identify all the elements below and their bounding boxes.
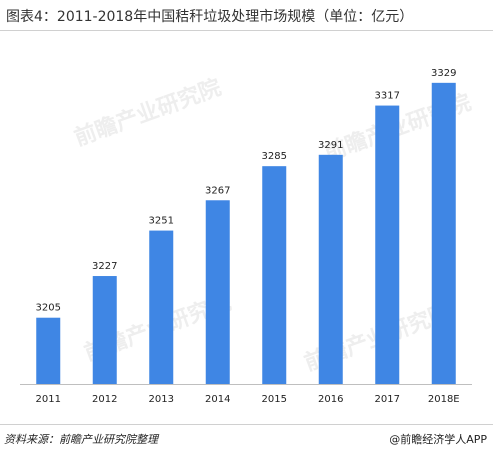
x-tick-label: 2011 (36, 394, 61, 405)
bar (375, 105, 400, 385)
x-tick-label: 2016 (318, 394, 343, 405)
data-label: 3329 (431, 68, 456, 79)
source-note: 资料来源：前瞻产业研究院整理 (4, 433, 158, 446)
x-tick-label: 2018E (428, 394, 460, 405)
x-tick-label: 2014 (205, 394, 230, 405)
x-tick-label: 2012 (92, 394, 117, 405)
bar (36, 317, 61, 384)
data-label: 3251 (149, 216, 174, 227)
x-tick-label: 2017 (375, 394, 400, 405)
bar (92, 276, 117, 384)
bar (205, 200, 230, 384)
bar (318, 154, 343, 384)
data-label: 3291 (318, 140, 343, 151)
footer-divider (0, 424, 493, 425)
data-label: 3267 (205, 185, 230, 196)
bar (262, 166, 287, 384)
credit-note: @前瞻经济学人APP (389, 433, 487, 446)
data-label: 3227 (92, 261, 117, 272)
x-tick-label: 2013 (149, 394, 174, 405)
bar (149, 230, 174, 384)
x-tick-label: 2015 (262, 394, 287, 405)
data-label: 3317 (375, 91, 400, 102)
bar (431, 82, 456, 384)
title-divider (0, 30, 493, 31)
data-label: 3285 (262, 151, 287, 162)
chart-title: 图表4：2011-2018年中国秸秆垃圾处理市场规模（单位：亿元） (6, 9, 414, 25)
data-label: 3205 (36, 303, 61, 314)
